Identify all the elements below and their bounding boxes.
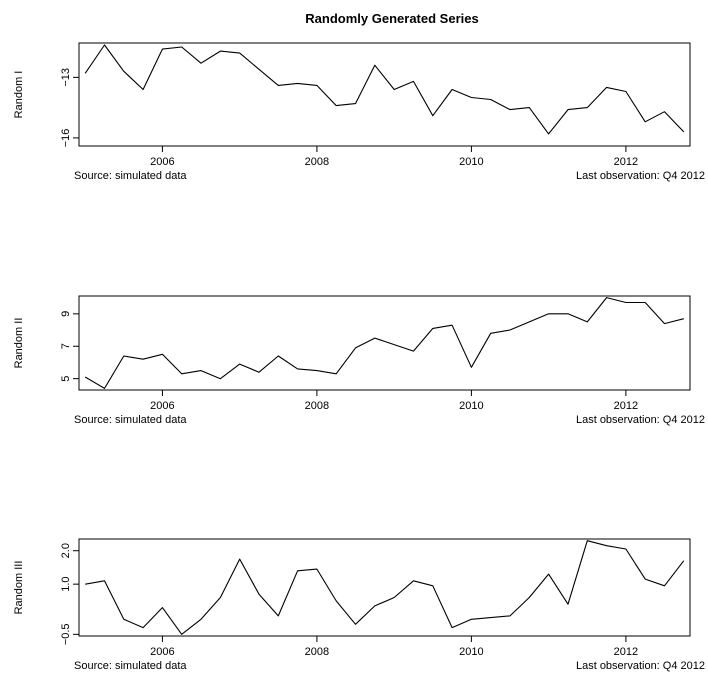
x-tick-label: 2008	[305, 400, 329, 412]
y-tick-label: 2.0	[60, 543, 72, 558]
plot-frame	[78, 295, 691, 391]
y-tick-label: 5	[60, 376, 72, 382]
x-tick-label: 2010	[459, 400, 483, 412]
y-axis-label: Random I	[13, 71, 25, 119]
y-tick-label: 7	[60, 343, 72, 349]
y-tick-label: −16	[60, 129, 72, 148]
series-line	[85, 540, 685, 635]
x-tick-label: 2012	[614, 400, 638, 412]
y-axis-label: Random II	[13, 318, 25, 369]
y-tick-label: −0.5	[60, 623, 72, 645]
x-tick-label: 2012	[614, 646, 638, 658]
x-tick-label: 2006	[150, 156, 174, 168]
source-note: Source: simulated data	[74, 414, 187, 426]
series-line	[84, 297, 684, 389]
x-tick-label: 2010	[459, 646, 483, 658]
source-note: Source: simulated data	[74, 660, 187, 672]
x-tick-label: 2008	[305, 156, 329, 168]
x-tick-label: 2006	[150, 646, 174, 658]
y-axis-label: Random III	[13, 561, 25, 615]
y-tick-label: −13	[60, 68, 72, 87]
series-line	[84, 44, 685, 135]
plot-frame	[78, 42, 691, 147]
x-tick-label: 2008	[305, 646, 329, 658]
last-observation-note: Last observation: Q4 2012	[576, 660, 705, 672]
panel-1: −16 −13 2006 2008 2010 2012 Random I Source: si…	[13, 42, 705, 182]
x-tick-label: 2012	[614, 156, 638, 168]
plot-frame	[78, 538, 691, 637]
source-note: Source: simulated data	[74, 170, 187, 182]
chart-title: Randomly Generated Series	[305, 11, 478, 26]
x-tick-label: 2010	[459, 156, 483, 168]
y-tick-label: 1.0	[60, 577, 72, 592]
panel-3: −0.5 1.0 2.0 2006 2008 2010 2012 Random III Sour…	[13, 538, 705, 672]
panel-2: 5 7 9 2006 2008 2010 2012 Random II Source: simu…	[13, 295, 705, 426]
last-observation-note: Last observation: Q4 2012	[576, 170, 705, 182]
x-tick-label: 2006	[150, 400, 174, 412]
last-observation-note: Last observation: Q4 2012	[576, 414, 705, 426]
y-tick-label: 9	[60, 311, 72, 317]
